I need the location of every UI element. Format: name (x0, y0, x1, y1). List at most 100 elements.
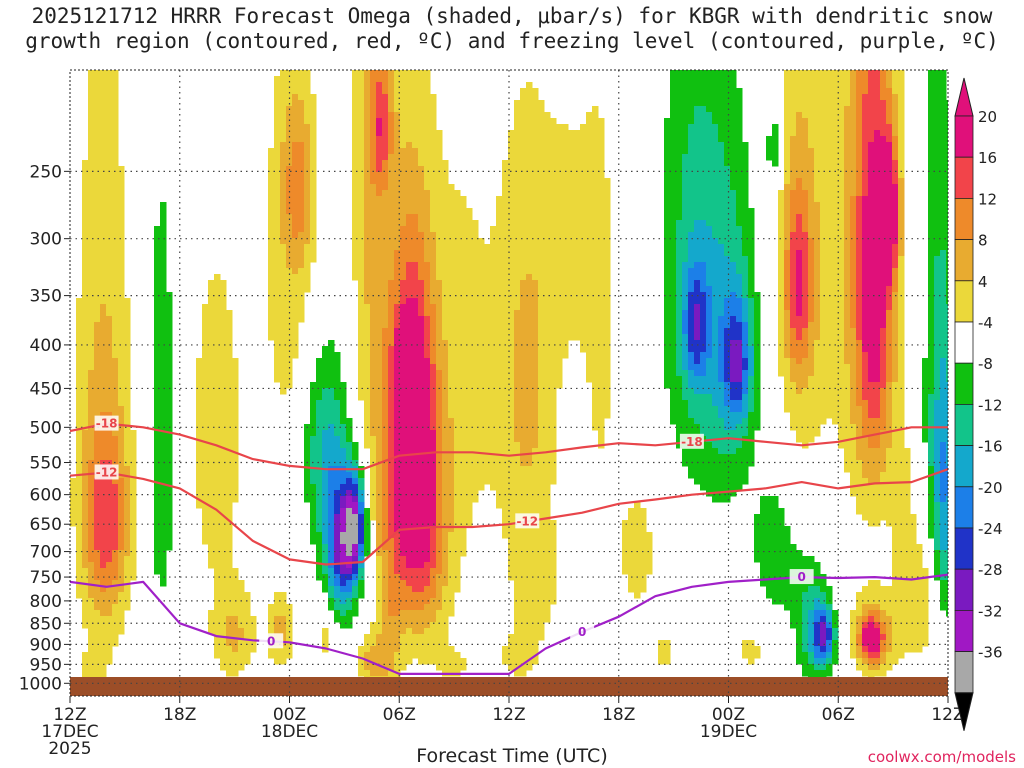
omega-cell (424, 466, 431, 473)
omega-cell (220, 604, 227, 611)
omega-cell (154, 460, 161, 467)
omega-cell (436, 658, 443, 665)
omega-cell (166, 340, 173, 347)
omega-cell (448, 526, 455, 533)
omega-cell (76, 568, 83, 575)
omega-cell (364, 370, 371, 377)
omega-cell (208, 376, 215, 383)
omega-cell (232, 490, 239, 497)
omega-cell (376, 370, 383, 377)
omega-cell (118, 316, 125, 323)
omega-cell (322, 346, 329, 353)
omega-cell (100, 322, 107, 329)
omega-cell (418, 214, 425, 221)
omega-cell (352, 538, 359, 545)
omega-cell (412, 532, 419, 539)
omega-cell (508, 304, 515, 311)
omega-cell (364, 364, 371, 371)
omega-cell (430, 418, 437, 425)
omega-cell (472, 460, 479, 467)
omega-cell (304, 178, 311, 185)
omega-cell (340, 520, 347, 527)
omega-cell (406, 148, 413, 155)
omega-cell (544, 154, 551, 161)
omega-cell (268, 286, 275, 293)
omega-cell (400, 430, 407, 437)
omega-cell (514, 658, 521, 665)
omega-cell (544, 580, 551, 587)
omega-cell (352, 88, 359, 95)
omega-cell (442, 202, 449, 209)
omega-cell (472, 352, 479, 359)
omega-cell (526, 376, 533, 383)
omega-cell (436, 340, 443, 347)
omega-cell (400, 478, 407, 485)
omega-cell (520, 568, 527, 575)
omega-cell (394, 376, 401, 383)
omega-cell (484, 448, 491, 455)
omega-cell (82, 328, 89, 335)
omega-cell (382, 520, 389, 527)
omega-cell (94, 406, 101, 413)
omega-cell (424, 160, 431, 167)
omega-cell (538, 184, 545, 191)
omega-cell (406, 370, 413, 377)
omega-cell (76, 520, 83, 527)
omega-cell (358, 340, 365, 347)
omega-cell (544, 136, 551, 143)
omega-cell (406, 298, 413, 305)
omega-cell (406, 292, 413, 299)
omega-cell (538, 472, 545, 479)
omega-cell (364, 256, 371, 263)
omega-cell (100, 346, 107, 353)
omega-cell (370, 484, 377, 491)
omega-cell (430, 616, 437, 623)
omega-cell (340, 460, 347, 467)
omega-cell (526, 640, 533, 647)
omega-cell (358, 346, 365, 353)
omega-cell (436, 220, 443, 227)
omega-cell (466, 406, 473, 413)
omega-cell (226, 670, 233, 677)
omega-cell (124, 526, 131, 533)
omega-cell (76, 442, 83, 449)
omega-cell (538, 160, 545, 167)
omega-cell (412, 136, 419, 143)
omega-cell (448, 256, 455, 263)
omega-cell (556, 364, 563, 371)
omega-cell (298, 148, 305, 155)
omega-cell (352, 94, 359, 101)
omega-cell (418, 508, 425, 515)
omega-cell (484, 292, 491, 299)
omega-cell (370, 508, 377, 515)
omega-cell (76, 526, 83, 533)
omega-cell (514, 502, 521, 509)
omega-cell (82, 274, 89, 281)
omega-cell (346, 478, 353, 485)
omega-cell (484, 298, 491, 305)
omega-cell (376, 448, 383, 455)
omega-cell (352, 214, 359, 221)
omega-cell (100, 412, 107, 419)
omega-cell (442, 370, 449, 377)
omega-cell (286, 202, 293, 209)
omega-cell (100, 160, 107, 167)
omega-cell (532, 538, 539, 545)
omega-cell (532, 298, 539, 305)
omega-cell (100, 544, 107, 551)
omega-cell (286, 646, 293, 653)
omega-cell (544, 112, 551, 119)
omega-cell (76, 388, 83, 395)
omega-cell (226, 544, 233, 551)
omega-cell (478, 430, 485, 437)
omega-cell (94, 232, 101, 239)
omega-cell (106, 502, 113, 509)
omega-cell (82, 418, 89, 425)
omega-cell (502, 232, 509, 239)
omega-cell (460, 244, 467, 251)
omega-cell (538, 172, 545, 179)
omega-cell (160, 310, 167, 317)
omega-cell (280, 352, 287, 359)
omega-cell (202, 526, 209, 533)
omega-cell (436, 496, 443, 503)
